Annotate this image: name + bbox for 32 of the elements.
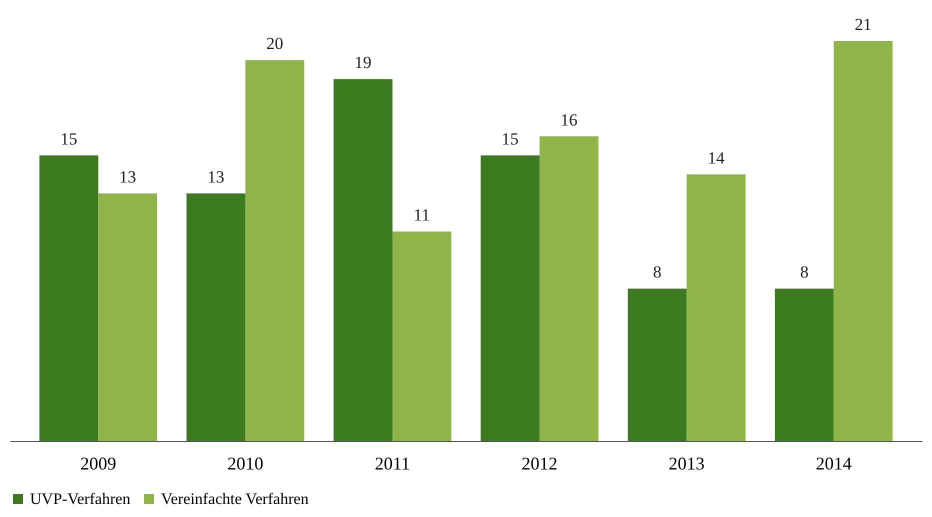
bar (334, 79, 392, 441)
bar (39, 155, 98, 441)
bar (540, 136, 598, 441)
bar (98, 193, 158, 441)
data-label: 8 (652, 262, 662, 282)
data-label: 20 (266, 34, 284, 54)
data-label: 13 (119, 167, 136, 186)
data-label: 16 (560, 110, 578, 130)
bar (480, 155, 540, 441)
data-label: 13 (207, 167, 224, 186)
bar (392, 232, 452, 441)
data-label: 14 (708, 148, 726, 168)
data-label: 21 (854, 15, 872, 34)
legend-label: Vereinfachte Verfahren (161, 491, 309, 508)
x-tick-label: 2009 (80, 454, 116, 474)
data-label: 11 (414, 206, 430, 224)
data-label: 15 (502, 129, 519, 148)
bar (686, 174, 746, 441)
x-tick-label: 2011 (374, 454, 410, 474)
x-tick-label: 2013 (668, 454, 705, 474)
bar (834, 41, 893, 441)
bar (774, 288, 834, 441)
bar (186, 193, 246, 441)
data-label: 19 (354, 53, 372, 72)
data-label: 8 (800, 262, 809, 282)
bar (245, 60, 304, 441)
x-tick-label: 2010 (227, 454, 264, 474)
bar (628, 288, 687, 441)
legend-label: UVP-Verfahren (30, 491, 130, 508)
data-label: 15 (60, 129, 78, 148)
x-tick-label: 2014 (816, 454, 852, 474)
x-tick-label: 2012 (522, 454, 558, 474)
